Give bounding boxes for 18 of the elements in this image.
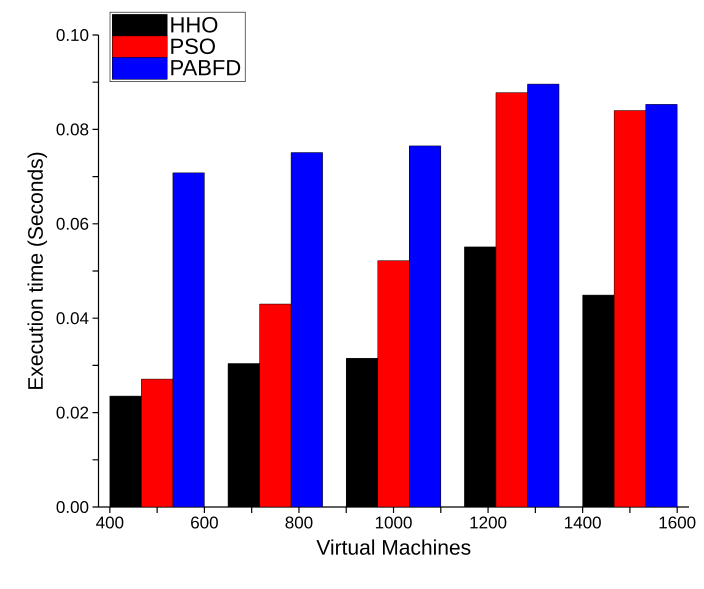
x-tick-label: 1400 xyxy=(565,516,601,529)
y-tick-label: 0.00 xyxy=(56,500,88,514)
legend-label: PSO xyxy=(171,38,215,54)
x-tick-label: 1000 xyxy=(376,516,412,529)
x-tick-label: 400 xyxy=(96,516,124,529)
x-tick-label: 1200 xyxy=(470,516,506,529)
y-tick-label: 0.04 xyxy=(56,312,88,324)
y-tick-label: 0.02 xyxy=(56,406,88,419)
y-tick-label: 0.06 xyxy=(56,218,88,230)
y-tick-label: 0.10 xyxy=(56,28,88,42)
legend-label: PABFD xyxy=(171,60,240,76)
y-axis-title: Execution time (Seconds) xyxy=(27,152,48,389)
y-tick-label: 0.08 xyxy=(56,123,88,136)
x-tick-label: 600 xyxy=(191,516,218,529)
x-axis-title: Virtual Machines xyxy=(316,539,470,555)
legend-label: HHO xyxy=(171,16,218,33)
x-tick-label: 800 xyxy=(286,516,312,529)
x-tick-label: 1600 xyxy=(660,516,696,529)
